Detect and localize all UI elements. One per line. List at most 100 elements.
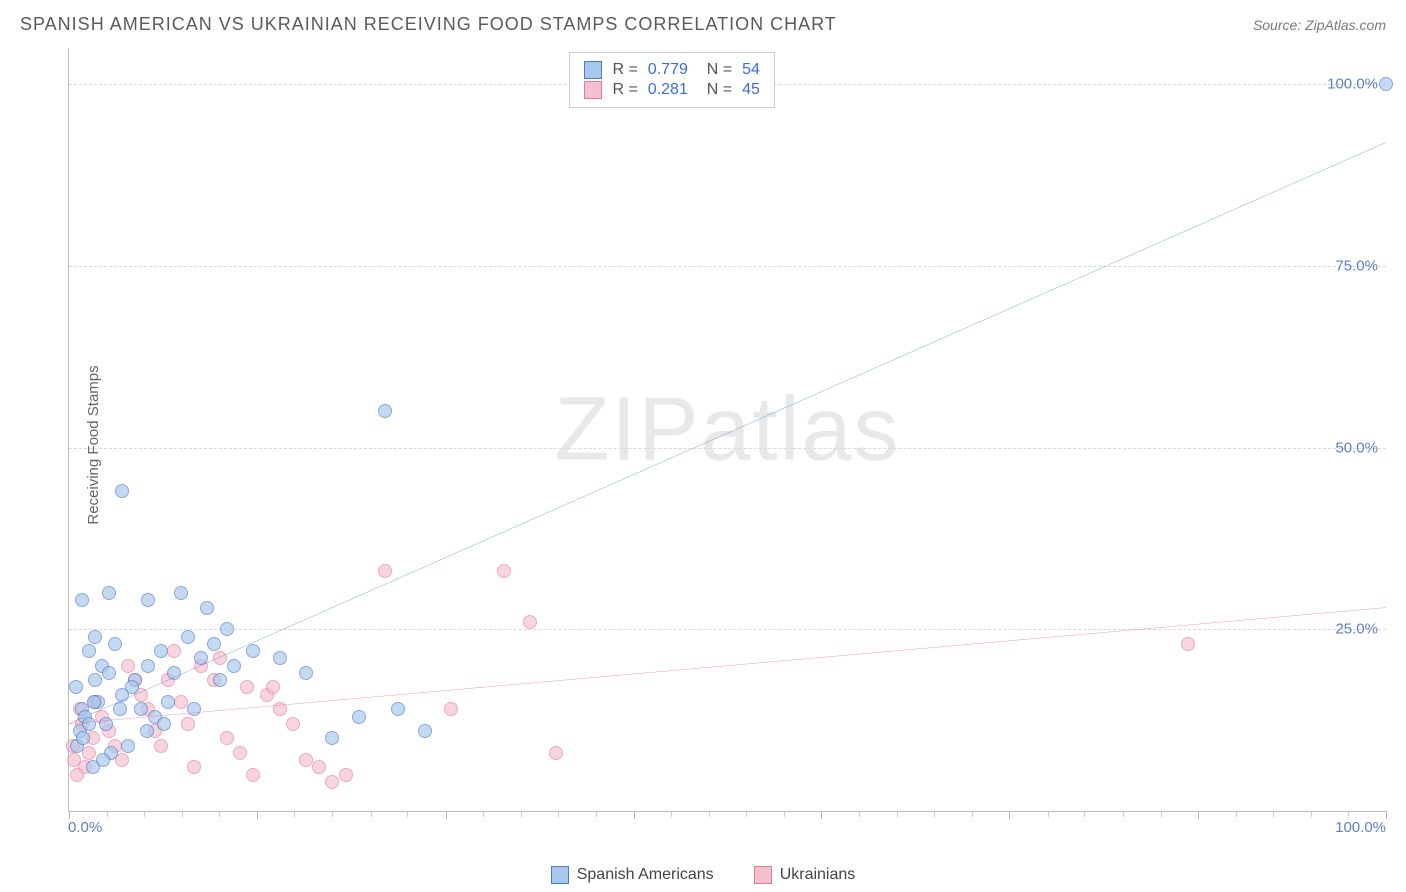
x-tick-minor xyxy=(107,811,108,817)
scatter-point-pink xyxy=(233,746,247,760)
scatter-point-pink xyxy=(220,731,234,745)
r-value: 0.779 xyxy=(648,61,688,79)
scatter-point-pink xyxy=(444,702,458,716)
x-tick-minor xyxy=(1236,811,1237,817)
scatter-point-blue xyxy=(108,637,122,651)
scatter-point-pink xyxy=(240,680,254,694)
scatter-point-pink xyxy=(167,644,181,658)
scatter-point-blue xyxy=(1379,77,1393,91)
x-tick-minor xyxy=(1273,811,1274,817)
scatter-point-pink xyxy=(246,768,260,782)
scatter-point-pink xyxy=(339,768,353,782)
r-label: R = xyxy=(612,61,637,79)
scatter-point-blue xyxy=(187,702,201,716)
scatter-point-blue xyxy=(76,731,90,745)
scatter-point-blue xyxy=(227,659,241,673)
x-tick-minor xyxy=(1161,811,1162,817)
scatter-point-blue xyxy=(157,717,171,731)
x-tick-minor xyxy=(596,811,597,817)
x-tick-minor xyxy=(671,811,672,817)
stats-row-blue: R =0.779 N =54 xyxy=(584,61,759,79)
swatch-blue xyxy=(551,866,569,884)
x-tick-major xyxy=(634,811,635,819)
x-tick-major xyxy=(446,811,447,819)
swatch-pink xyxy=(754,866,772,884)
stats-legend-box: R =0.779 N =54R =0.281 N =45 xyxy=(569,52,774,108)
scatter-point-blue xyxy=(87,695,101,709)
n-value: 54 xyxy=(742,61,760,79)
series-legend: Spanish Americans Ukrainians xyxy=(0,866,1406,884)
r-label: R = xyxy=(612,81,637,99)
x-tick-minor xyxy=(483,811,484,817)
x-tick-major xyxy=(1198,811,1199,819)
legend-label: Ukrainians xyxy=(780,866,856,884)
scatter-point-blue xyxy=(246,644,260,658)
scatter-point-pink xyxy=(299,753,313,767)
scatter-point-pink xyxy=(67,753,81,767)
scatter-point-pink xyxy=(286,717,300,731)
scatter-point-pink xyxy=(213,651,227,665)
scatter-point-pink xyxy=(70,768,84,782)
scatter-point-blue xyxy=(174,586,188,600)
stats-row-pink: R =0.281 N =45 xyxy=(584,81,759,99)
scatter-point-blue xyxy=(213,673,227,687)
x-tick-minor xyxy=(746,811,747,817)
scatter-point-blue xyxy=(82,717,96,731)
gridline xyxy=(69,266,1386,267)
x-axis-max-label: 100.0% xyxy=(1335,819,1386,836)
x-tick-minor xyxy=(144,811,145,817)
scatter-point-blue xyxy=(115,484,129,498)
scatter-point-blue xyxy=(75,593,89,607)
scatter-point-blue xyxy=(194,651,208,665)
gridline xyxy=(69,629,1386,630)
scatter-point-blue xyxy=(88,673,102,687)
y-tick-label: 100.0% xyxy=(1327,76,1378,93)
scatter-point-pink xyxy=(174,695,188,709)
x-axis-min-label: 0.0% xyxy=(68,819,102,836)
scatter-point-blue xyxy=(99,717,113,731)
scatter-point-blue xyxy=(220,622,234,636)
x-tick-minor xyxy=(219,811,220,817)
y-tick-label: 25.0% xyxy=(1335,621,1378,638)
scatter-point-pink xyxy=(187,760,201,774)
watermark: ZIPatlas xyxy=(554,378,900,481)
scatter-point-pink xyxy=(312,760,326,774)
x-tick-minor xyxy=(859,811,860,817)
x-tick-minor xyxy=(1048,811,1049,817)
x-tick-minor xyxy=(784,811,785,817)
scatter-point-blue xyxy=(102,666,116,680)
scatter-point-pink xyxy=(1181,637,1195,651)
scatter-point-pink xyxy=(181,717,195,731)
scatter-point-blue xyxy=(134,702,148,716)
n-value: 45 xyxy=(742,81,760,99)
scatter-point-blue xyxy=(167,666,181,680)
legend-label: Spanish Americans xyxy=(577,866,714,884)
x-tick-major xyxy=(69,811,70,819)
scatter-point-blue xyxy=(200,601,214,615)
scatter-point-blue xyxy=(378,404,392,418)
x-tick-minor xyxy=(1311,811,1312,817)
swatch-blue xyxy=(584,61,602,79)
plot-area: ZIPatlas R =0.779 N =54R =0.281 N =45 25… xyxy=(68,48,1386,812)
scatter-point-blue xyxy=(418,724,432,738)
x-tick-minor xyxy=(371,811,372,817)
gridline xyxy=(69,448,1386,449)
y-tick-label: 50.0% xyxy=(1335,439,1378,456)
scatter-point-blue xyxy=(181,630,195,644)
scatter-point-pink xyxy=(549,746,563,760)
x-tick-minor xyxy=(1084,811,1085,817)
x-tick-minor xyxy=(934,811,935,817)
scatter-point-pink xyxy=(154,739,168,753)
scatter-point-blue xyxy=(352,710,366,724)
scatter-point-pink xyxy=(523,615,537,629)
scatter-point-blue xyxy=(141,659,155,673)
x-tick-major xyxy=(821,811,822,819)
chart-title: SPANISH AMERICAN VS UKRAINIAN RECEIVING … xyxy=(20,14,837,35)
x-tick-minor xyxy=(521,811,522,817)
x-tick-minor xyxy=(182,811,183,817)
scatter-point-blue xyxy=(121,739,135,753)
scatter-point-blue xyxy=(102,586,116,600)
scatter-point-blue xyxy=(299,666,313,680)
trend-line-pink xyxy=(69,608,1386,724)
x-tick-minor xyxy=(294,811,295,817)
